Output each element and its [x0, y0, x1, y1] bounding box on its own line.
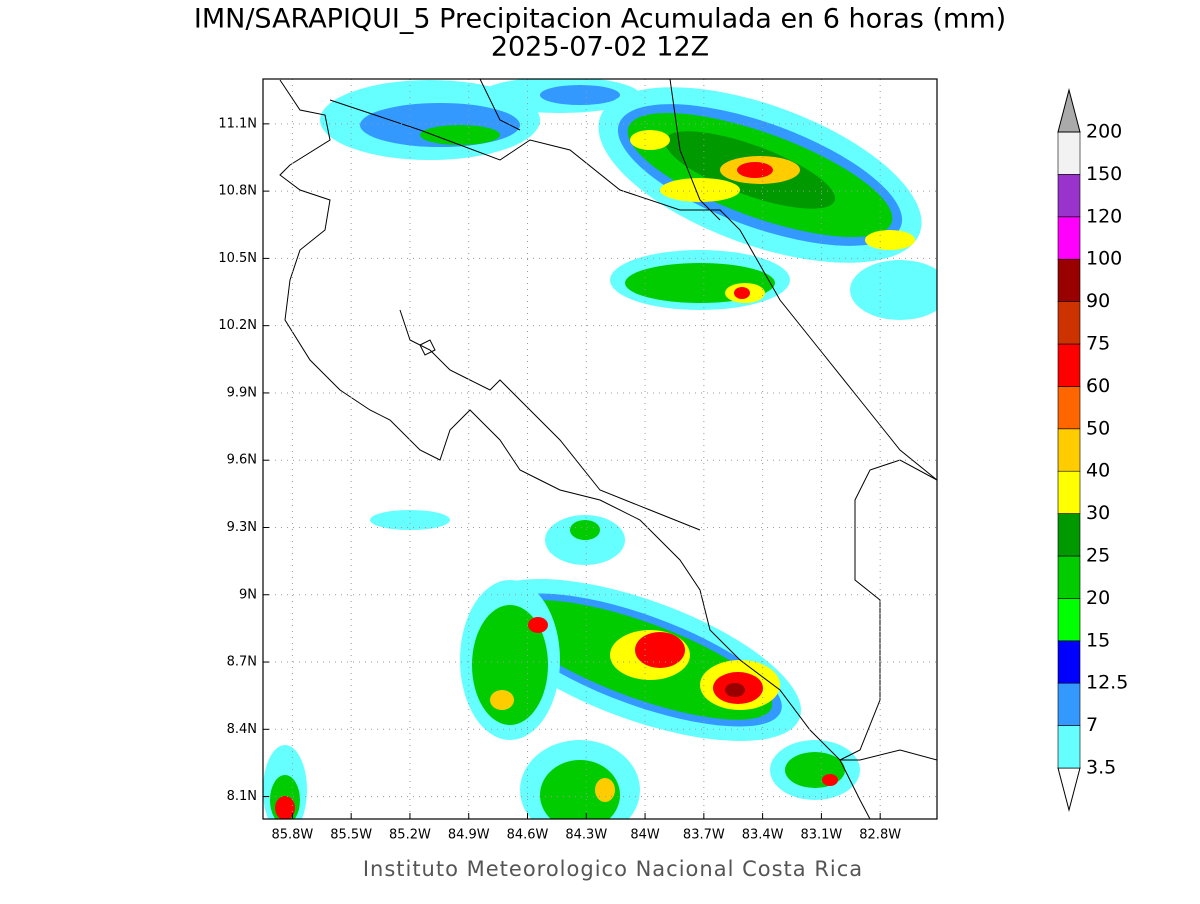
colorbar-segment	[1057, 470, 1081, 514]
x-tick-label: 84.9W	[448, 828, 490, 843]
colorbar-segment	[1057, 174, 1081, 218]
colorbar-segment	[1057, 682, 1081, 726]
y-tick-label: 9.6N	[227, 453, 257, 468]
y-tick-label: 10.2N	[218, 318, 257, 333]
colorbar-label: 30	[1086, 502, 1110, 524]
title: IMN/SARAPIQUI_5 Precipitacion Acumulada …	[194, 4, 1006, 35]
y-tick-label: 11.1N	[218, 116, 257, 131]
colorbar-label: 90	[1086, 290, 1110, 312]
colorbar-segment	[1057, 216, 1081, 260]
y-tick-label: 8.4N	[227, 722, 257, 737]
colorbar-label: 3.5	[1086, 757, 1116, 779]
subtitle: 2025-07-02 12Z	[491, 32, 709, 63]
y-tick-label: 10.8N	[218, 184, 257, 199]
colorbar-label: 120	[1086, 205, 1122, 227]
colorbar-segment	[1057, 131, 1081, 175]
colorbar: 3.5 7 12.5 15 20 25 30 40 50 60 75 90 100 120 150 200	[1057, 88, 1128, 812]
colorbar-label: 20	[1086, 587, 1110, 609]
x-tick-label: 85.5W	[330, 828, 372, 843]
x-tick-label: 85.2W	[389, 828, 431, 843]
y-tick-label: 8.7N	[227, 655, 257, 670]
colorbar-segment	[1057, 258, 1081, 302]
colorbar-segment	[1057, 598, 1081, 642]
colorbar-label: 25	[1086, 545, 1110, 567]
colorbar-label: 200	[1086, 121, 1122, 143]
x-tick-label: 84.6W	[507, 828, 549, 843]
colorbar-triangle	[1057, 767, 1081, 812]
colorbar-label: 40	[1086, 460, 1110, 482]
y-tick-label: 9.3N	[227, 520, 257, 535]
colorbar-label: 60	[1086, 375, 1110, 397]
colorbar-triangle	[1057, 88, 1081, 133]
colorbar-segment	[1057, 640, 1081, 684]
grid: 85.8W 85.5W 85.2W 84.9W 84.6W 84.3W 84W 83.7W 83…	[218, 79, 937, 843]
x-tick-label: 83.1W	[800, 828, 842, 843]
colorbar-label: 12.5	[1086, 672, 1128, 694]
colorbar-segment	[1057, 428, 1081, 472]
footer: Instituto Meteorologico Nacional Costa R…	[363, 857, 863, 881]
x-tick-label: 84W	[630, 828, 660, 843]
colorbar-label: 100	[1086, 248, 1122, 270]
precip-field	[263, 79, 937, 819]
colorbar-segment	[1057, 555, 1081, 599]
colorbar-segment	[1057, 513, 1081, 557]
x-tick-label: 85.8W	[271, 828, 313, 843]
colorbar-segment	[1057, 386, 1081, 430]
y-tick-label: 10.5N	[218, 251, 257, 266]
y-tick-label: 8.1N	[227, 789, 257, 804]
colorbar-segment	[1057, 343, 1081, 387]
colorbar-label: 150	[1086, 163, 1122, 185]
y-tick-label: 9N	[239, 587, 257, 602]
x-tick-label: 83.7W	[683, 828, 725, 843]
colorbar-segment	[1057, 301, 1081, 345]
x-tick-label: 84.3W	[565, 828, 607, 843]
map-frame	[262, 78, 938, 820]
y-tick-label: 9.9N	[227, 385, 257, 400]
x-tick-label: 83.4W	[742, 828, 784, 843]
colorbar-segment	[1057, 725, 1081, 769]
colorbar-label: 75	[1086, 333, 1110, 355]
colorbar-label: 15	[1086, 629, 1110, 651]
x-tick-label: 82.8W	[859, 828, 901, 843]
colorbar-label: 7	[1086, 714, 1098, 736]
colorbar-label: 50	[1086, 417, 1110, 439]
coastline	[279, 79, 937, 819]
